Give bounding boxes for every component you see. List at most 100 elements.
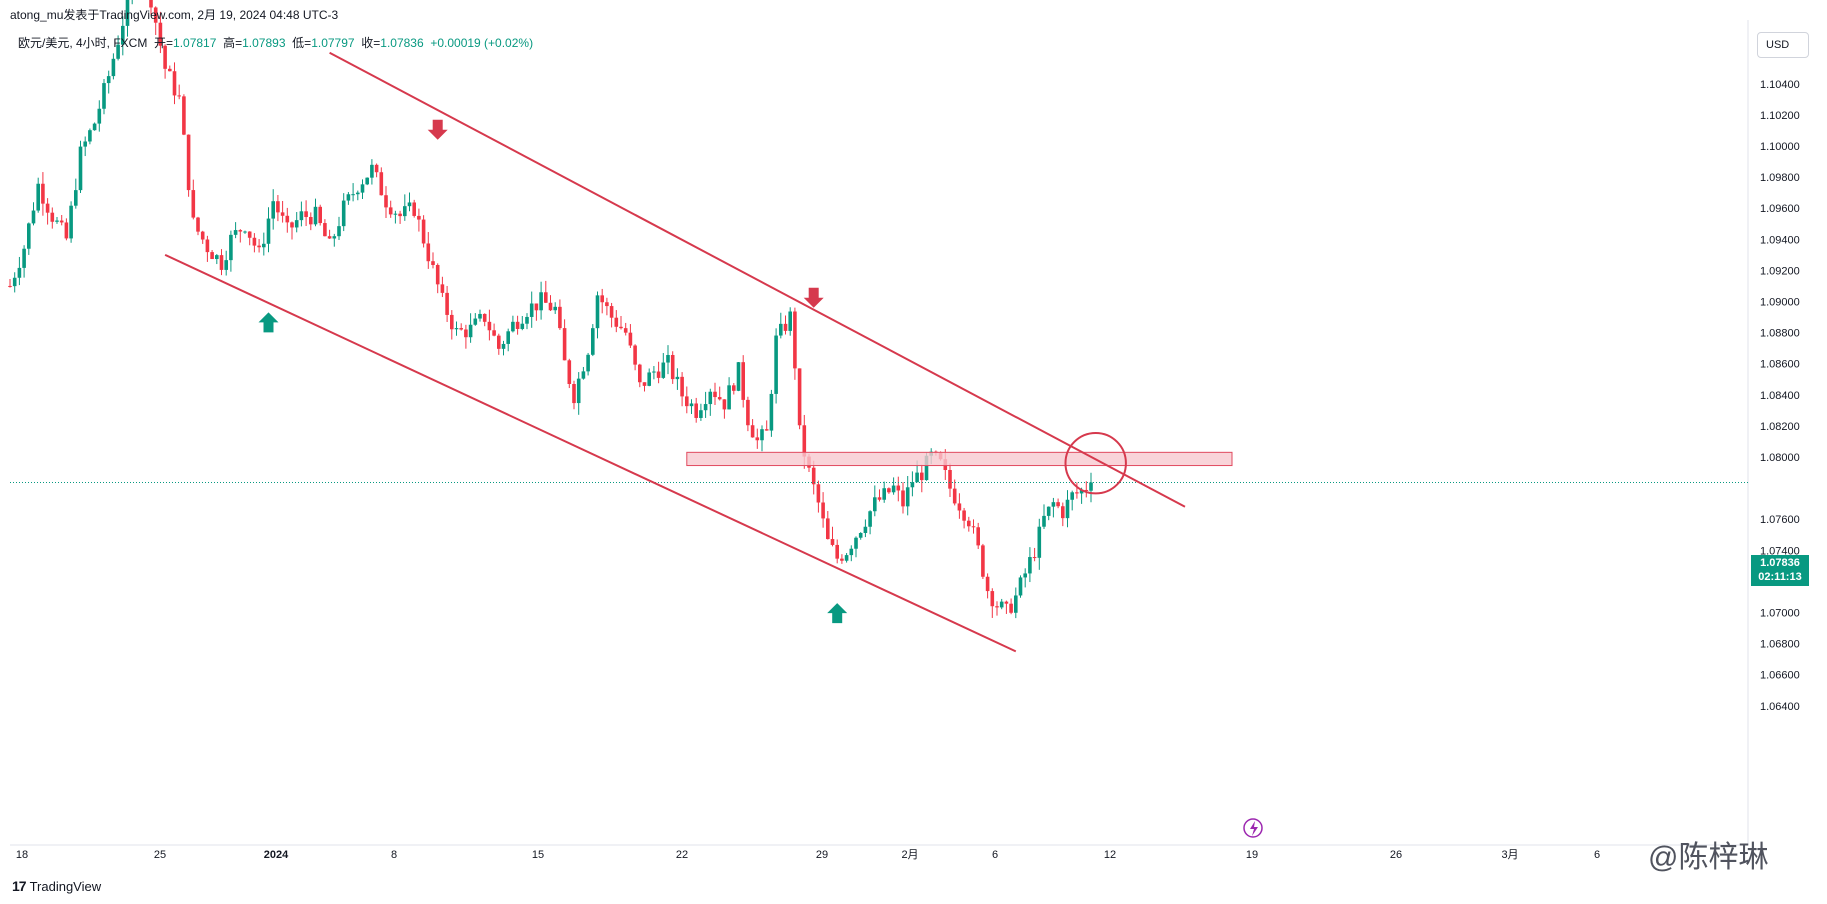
candle-body <box>882 488 886 500</box>
tradingview-logo[interactable]: 17 TradingView <box>12 878 101 894</box>
candle-body <box>468 324 473 338</box>
candle-body <box>576 378 581 404</box>
candle-body <box>163 45 167 69</box>
candle-body <box>45 203 50 213</box>
candle-body <box>356 192 360 195</box>
candle-body <box>116 44 120 59</box>
candle-body <box>224 260 228 270</box>
candle-body <box>22 248 26 268</box>
candle-body <box>69 205 73 239</box>
x-tick-label: 6 <box>992 849 998 861</box>
candle-body <box>548 302 553 311</box>
event-marker-icon[interactable] <box>1243 818 1263 838</box>
candle-body <box>1032 557 1037 559</box>
open-label: 开= <box>154 36 174 50</box>
candle-body <box>271 201 275 219</box>
candle-body <box>981 545 985 577</box>
candle-body <box>797 368 802 426</box>
candle-body <box>398 213 402 217</box>
candle-body <box>172 71 177 96</box>
candle-body <box>558 306 562 329</box>
candle-body <box>17 267 22 278</box>
candle-body <box>769 393 774 431</box>
candle-body <box>713 391 717 398</box>
candle-body <box>1046 506 1051 516</box>
candle-body <box>821 502 825 519</box>
x-tick-label: 18 <box>16 849 28 861</box>
candle-body <box>200 231 205 240</box>
low-label: 低= <box>292 36 312 50</box>
candle-body <box>736 362 741 391</box>
candle-body <box>967 520 971 527</box>
candle-body <box>567 360 572 384</box>
candle-body <box>388 207 393 215</box>
candle-body <box>379 172 384 196</box>
candle-body <box>92 123 97 131</box>
candle-body <box>562 328 567 361</box>
candle-body <box>976 527 980 546</box>
candle-body <box>304 211 308 218</box>
watermark-text: @陈梓琳 <box>1648 841 1769 874</box>
close-label: 收= <box>361 36 381 50</box>
candle-body <box>205 239 210 253</box>
candle-body <box>365 177 369 185</box>
candle-body <box>962 510 966 521</box>
candle-body <box>830 539 835 545</box>
candle-body <box>407 202 412 207</box>
candle-body <box>811 467 816 485</box>
candle-body <box>887 488 891 493</box>
lightning-icon <box>1250 821 1258 836</box>
lower-channel-line <box>164 253 1017 653</box>
candle-body <box>1014 595 1018 613</box>
candle-body <box>1089 482 1093 491</box>
candle-body <box>952 488 957 504</box>
candle-body <box>337 226 341 237</box>
candle-body <box>435 264 440 285</box>
tradingview-logo-text: TradingView <box>29 878 102 894</box>
resistance-zone <box>686 451 1233 467</box>
candle-body <box>741 362 745 400</box>
x-tick-label: 8 <box>391 849 397 861</box>
candle-body <box>421 219 426 244</box>
candle-body <box>544 292 548 303</box>
candle-body <box>280 212 285 216</box>
candle-body <box>764 429 769 431</box>
candle-body <box>732 385 736 391</box>
candle-body <box>473 318 478 325</box>
y-tick-label: 1.08600 <box>1760 359 1800 371</box>
candle-body <box>8 285 12 287</box>
candle-body <box>290 222 294 228</box>
candle-body <box>779 323 783 336</box>
candle-body <box>50 212 55 222</box>
candle-body <box>78 146 83 191</box>
candle-body <box>619 326 623 329</box>
candle-body <box>891 485 896 493</box>
y-tick-label: 1.06800 <box>1760 639 1800 651</box>
candle-body <box>877 497 882 500</box>
candle-body <box>948 469 952 489</box>
x-tick-label: 22 <box>676 849 688 861</box>
x-tick-label: 25 <box>154 849 166 861</box>
candle-body <box>520 323 525 329</box>
candle-body <box>210 252 214 260</box>
candle-body <box>294 220 299 228</box>
x-tick-label: 15 <box>532 849 544 861</box>
candle-body <box>168 68 172 72</box>
candle-body <box>722 399 727 410</box>
candle-body <box>694 403 698 418</box>
last-price-label: 1.07836 02:11:13 <box>1751 555 1809 586</box>
candle-body <box>746 399 750 426</box>
candle-body <box>863 526 868 534</box>
currency-button[interactable]: USD <box>1757 32 1809 58</box>
candle-body <box>699 410 703 418</box>
candle-body <box>431 261 435 265</box>
candle-body <box>685 396 689 407</box>
candle-body <box>257 245 261 248</box>
candle-body <box>464 329 468 338</box>
candle-body <box>727 385 731 410</box>
x-tick-label: 19 <box>1246 849 1258 861</box>
candle-body <box>266 218 271 244</box>
y-tick-label: 1.09600 <box>1760 203 1800 215</box>
candle-body <box>41 183 45 204</box>
